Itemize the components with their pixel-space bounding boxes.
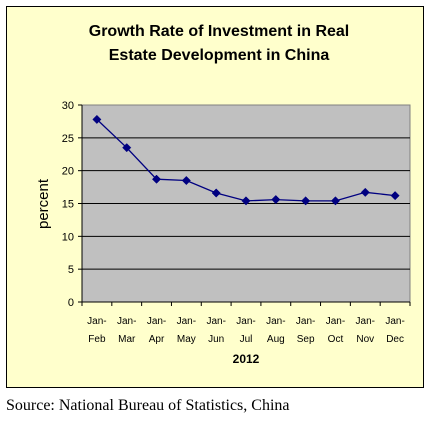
x-tick-label-line-2: Mar bbox=[118, 334, 136, 345]
x-tick-label-line-1: Jan- bbox=[385, 316, 404, 327]
data-point bbox=[211, 188, 221, 198]
chart-title-line-2: Estate Development in China bbox=[109, 47, 330, 64]
line-chart: Growth Rate of Investment in Real Estate… bbox=[35, 23, 411, 366]
y-axis-ticks: 0 5 10 15 20 25 30 bbox=[62, 100, 410, 309]
x-tick-label-line-1: Jan- bbox=[87, 316, 106, 327]
x-tick-label-line-2: Jul bbox=[240, 334, 253, 345]
x-tick-label-line-2: Aug bbox=[267, 334, 285, 345]
x-axis-label: 2012 bbox=[233, 352, 260, 366]
data-point bbox=[271, 195, 281, 205]
data-point bbox=[330, 196, 341, 206]
data-point bbox=[301, 196, 311, 206]
x-tick-label-line-1: Jan- bbox=[266, 316, 285, 327]
x-axis-ticks: Jan- Feb Jan- Mar Jan- Apr Jan- May Jan- Jun Jan- J… bbox=[81, 302, 411, 345]
x-tick-label-line-2: Apr bbox=[149, 334, 165, 345]
chart-title-line-1: Growth Rate of Investment in Real bbox=[89, 23, 349, 40]
data-point bbox=[122, 143, 132, 153]
x-tick-label-line-1: Jan- bbox=[177, 316, 196, 327]
y-tick-label: 20 bbox=[62, 166, 74, 178]
x-tick-label-line-1: Jan- bbox=[117, 316, 136, 327]
y-axis-label: percent bbox=[35, 178, 52, 229]
x-tick-label-line-2: May bbox=[177, 334, 196, 345]
data-point bbox=[92, 114, 102, 125]
y-tick-label: 25 bbox=[62, 133, 74, 145]
x-tick-label-line-2: Feb bbox=[88, 334, 106, 345]
y-tick-label: 15 bbox=[62, 199, 74, 211]
y-tick-label: 30 bbox=[62, 100, 74, 112]
x-tick-label-line-1: Jan- bbox=[206, 316, 225, 327]
x-tick-label-line-1: Jan- bbox=[356, 316, 375, 327]
x-tick-label-line-2: Dec bbox=[386, 334, 404, 345]
x-tick-label-line-2: Sep bbox=[297, 334, 315, 345]
data-point bbox=[151, 174, 162, 184]
data-point bbox=[181, 175, 191, 186]
x-tick-label-line-1: Jan- bbox=[147, 316, 166, 327]
data-point bbox=[360, 187, 370, 197]
x-tick-label-line-1: Jan- bbox=[296, 316, 315, 327]
chart-frame: Growth Rate of Investment in Real Estate… bbox=[6, 6, 424, 388]
data-point bbox=[390, 191, 400, 201]
y-tick-label: 0 bbox=[68, 297, 74, 309]
x-tick-label-line-2: Jun bbox=[208, 334, 224, 345]
grid-lines bbox=[82, 137, 410, 270]
y-tick-label: 10 bbox=[62, 231, 74, 243]
y-tick-label: 5 bbox=[68, 264, 74, 276]
x-tick-label-line-2: Nov bbox=[356, 334, 374, 345]
source-note: Source: National Bureau of Statistics, C… bbox=[6, 397, 290, 414]
x-tick-label-line-1: Jan- bbox=[236, 316, 255, 327]
series-markers bbox=[92, 114, 400, 206]
x-tick-label-line-1: Jan- bbox=[326, 316, 345, 327]
x-tick-label-line-2: Oct bbox=[328, 334, 344, 345]
data-point bbox=[241, 196, 251, 206]
